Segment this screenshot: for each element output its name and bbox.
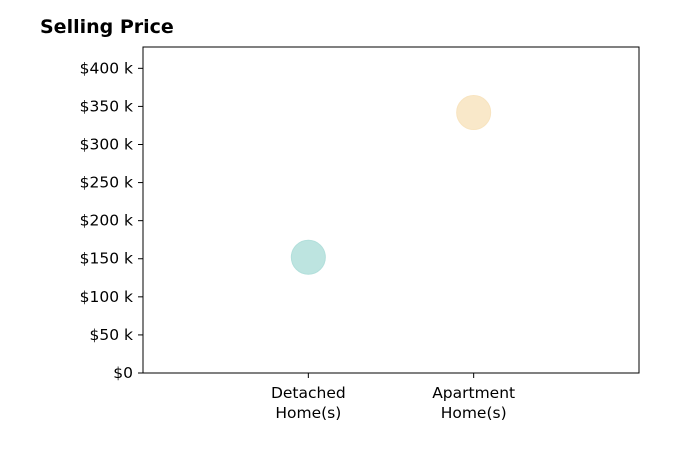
- data-point-detached: [290, 239, 326, 275]
- y-tick-label: $0: [113, 364, 133, 382]
- chart-title: Selling Price: [40, 16, 174, 38]
- y-tick-label: $100 k: [80, 288, 133, 306]
- y-tick-label: $300 k: [80, 135, 133, 153]
- plot-area-frame: [142, 46, 640, 374]
- y-tick-label: $350 k: [80, 97, 133, 115]
- data-point-apartment: [456, 95, 492, 131]
- y-tick-label: $250 k: [80, 174, 133, 192]
- y-tick-label: $150 k: [80, 250, 133, 268]
- x-tick-label: Apartment Home(s): [432, 384, 515, 422]
- y-tick-label: $200 k: [80, 212, 133, 230]
- y-tick-label: $50 k: [90, 326, 134, 344]
- x-tick-label: Detached Home(s): [271, 384, 346, 422]
- data-points: [290, 95, 492, 275]
- y-tick-label: $400 k: [80, 59, 133, 77]
- y-axis-ticks: $0 $50 k $100 k $150 k $200 k $250 k $300 k $35…: [80, 59, 143, 382]
- x-axis-ticks: Detached Home(s) Apartment Home(s): [271, 373, 515, 422]
